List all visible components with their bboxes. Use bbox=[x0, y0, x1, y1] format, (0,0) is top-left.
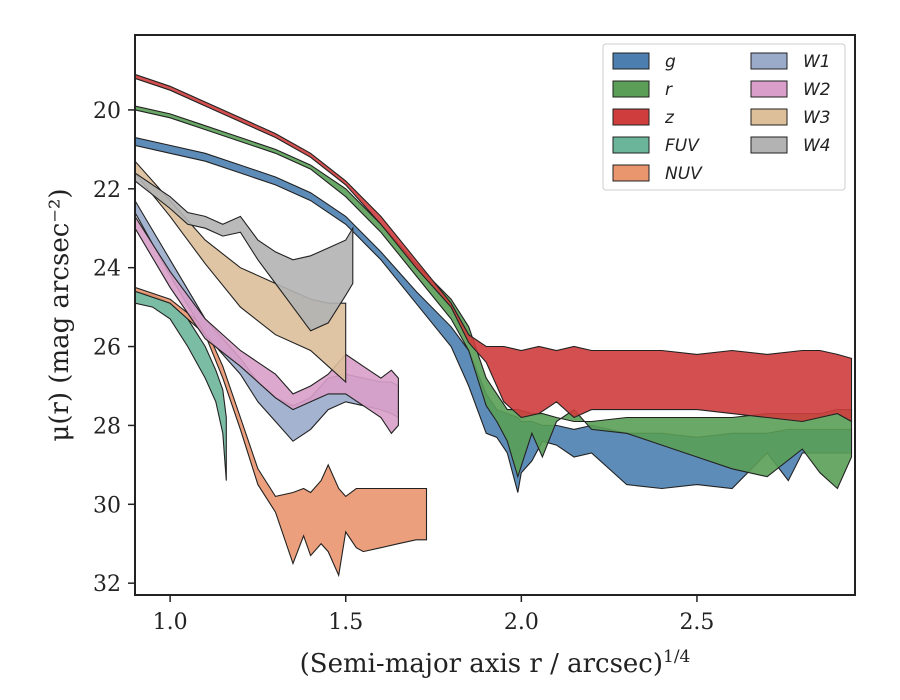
legend-label: W1 bbox=[803, 52, 831, 72]
y-tick-label: 28 bbox=[93, 414, 121, 439]
x-axis-label-text: (Semi-major axis r / arcsec) bbox=[300, 649, 663, 679]
x-tick-label: 2.0 bbox=[504, 610, 539, 635]
legend-swatch bbox=[612, 80, 650, 98]
legend-swatch bbox=[750, 52, 788, 70]
series-area-w2 bbox=[135, 215, 399, 435]
legend-label: W3 bbox=[803, 108, 831, 128]
legend-label: g bbox=[665, 52, 676, 72]
x-tick-label: 1.0 bbox=[153, 610, 188, 635]
legend-label: z bbox=[664, 108, 675, 128]
legend-label: r bbox=[665, 80, 673, 100]
legend-swatch bbox=[612, 136, 650, 154]
legend-entry-r: r bbox=[612, 80, 673, 100]
x-tick-label: 2.5 bbox=[679, 610, 714, 635]
legend: grz FUV NUV W1 W2 W3 W4 bbox=[602, 43, 846, 191]
legend-entry-g: g bbox=[612, 52, 676, 72]
series-area-z bbox=[135, 73, 853, 423]
legend-label: W4 bbox=[803, 136, 831, 156]
legend-swatch bbox=[612, 52, 650, 70]
y-tick-label: 26 bbox=[93, 336, 121, 361]
plot-frame bbox=[134, 34, 856, 596]
legend-swatch bbox=[750, 80, 788, 98]
y-tick-label: 30 bbox=[93, 493, 121, 518]
legend-label: NUV bbox=[665, 164, 703, 184]
series-area-nuv bbox=[135, 286, 428, 578]
x-axis-label: (Semi-major axis r / arcsec)1/4 bbox=[300, 647, 691, 679]
y-axis-label: μ(r) (mag arcsec⁻²) bbox=[45, 188, 75, 441]
legend-label: W2 bbox=[803, 80, 831, 100]
x-tick-label: 1.5 bbox=[328, 610, 363, 635]
legend-swatch bbox=[612, 164, 650, 182]
y-tick-label: 32 bbox=[93, 572, 121, 597]
series-area-w4 bbox=[135, 172, 354, 332]
series-area-r bbox=[135, 105, 853, 490]
legend-entry-z: z bbox=[612, 108, 675, 128]
series-areas bbox=[135, 73, 853, 578]
series-area-fuv bbox=[135, 290, 227, 481]
legend-entry-w2: W2 bbox=[750, 80, 831, 100]
y-tick-label: 20 bbox=[93, 99, 121, 124]
legend-swatch bbox=[612, 108, 650, 126]
legend-entry-fuv: FUV bbox=[612, 136, 700, 156]
series-area-w3 bbox=[135, 160, 347, 384]
legend-entry-w3: W3 bbox=[750, 108, 831, 128]
legend-swatch bbox=[750, 136, 788, 154]
y-tick-label: 22 bbox=[93, 178, 121, 203]
legend-entry-nuv: NUV bbox=[612, 164, 703, 184]
legend-swatch bbox=[750, 108, 788, 126]
y-tick-label: 24 bbox=[93, 257, 121, 282]
y-axis: 20 22 24 26 28 30 32 bbox=[93, 99, 135, 597]
legend-entry-w1: W1 bbox=[750, 52, 831, 72]
legend-entry-w4: W4 bbox=[750, 136, 831, 156]
x-axis-label-superscript: 1/4 bbox=[663, 647, 690, 667]
x-axis: 1.0 1.5 2.0 2.5 bbox=[153, 595, 714, 635]
legend-label: FUV bbox=[665, 136, 700, 156]
